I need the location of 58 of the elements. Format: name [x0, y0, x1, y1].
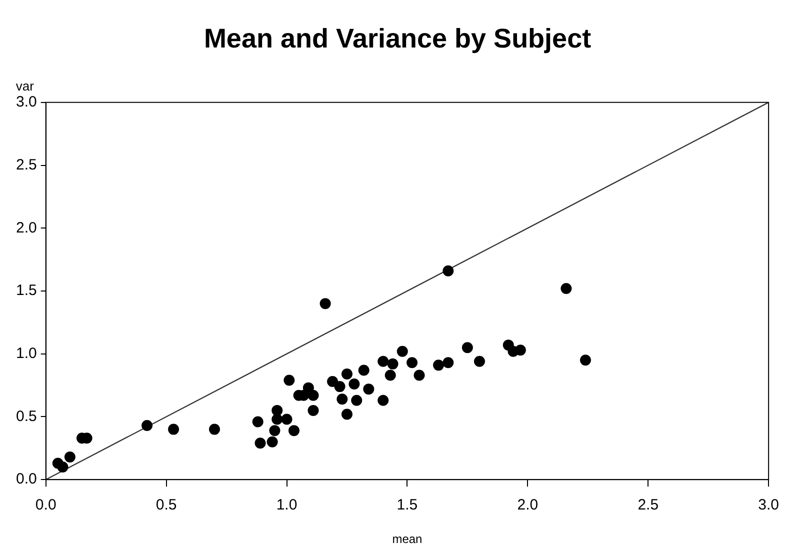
point — [327, 376, 338, 388]
y-tick-label: 3.0 — [16, 94, 37, 111]
x-tick-label: 1.0 — [276, 496, 298, 514]
y-axis-title: var — [16, 78, 35, 94]
point — [272, 404, 283, 416]
x-tick-label: 0.5 — [156, 496, 177, 514]
point — [208, 424, 220, 435]
point — [514, 344, 526, 356]
point — [254, 438, 266, 449]
point — [384, 370, 396, 381]
y-tick-label: 2.0 — [16, 219, 37, 236]
point — [320, 298, 331, 310]
point — [142, 420, 153, 432]
point — [64, 451, 76, 462]
point — [378, 356, 389, 367]
point — [358, 364, 370, 376]
y-tick-label: 0.5 — [16, 408, 37, 425]
x-tick-label: 1.5 — [396, 496, 418, 514]
y-tick-label: 0.0 — [16, 470, 37, 488]
point — [266, 436, 278, 448]
point — [378, 394, 389, 406]
point — [474, 356, 485, 367]
y-tick-label: 2.5 — [16, 156, 37, 174]
point — [462, 342, 473, 354]
point — [433, 360, 444, 371]
point — [281, 414, 292, 425]
point — [341, 368, 352, 380]
point — [252, 416, 264, 428]
point — [348, 378, 360, 390]
x-axis-title: mean — [392, 532, 422, 546]
point — [168, 424, 180, 435]
point — [580, 354, 591, 366]
point — [284, 374, 295, 386]
point — [269, 425, 280, 436]
y-tick-label: 1.0 — [16, 345, 37, 362]
x-tick-label: 3.0 — [758, 496, 780, 514]
point — [336, 394, 348, 405]
point — [308, 404, 319, 416]
point — [57, 462, 68, 473]
point — [396, 346, 408, 357]
point — [308, 390, 319, 401]
point — [302, 382, 314, 394]
point — [363, 384, 374, 395]
point — [560, 282, 572, 294]
point — [442, 265, 454, 276]
chart-title: Mean and Variance by Subject — [204, 24, 592, 54]
x-tick-label: 2.0 — [517, 496, 538, 514]
point — [334, 381, 346, 392]
point — [288, 425, 300, 436]
point — [387, 358, 398, 370]
point — [442, 357, 454, 368]
point — [414, 370, 425, 381]
point — [351, 394, 362, 406]
point — [406, 357, 418, 368]
y-tick-label: 1.5 — [16, 282, 37, 300]
x-tick-label: 2.5 — [638, 496, 659, 514]
point — [341, 408, 352, 420]
x-tick-label: 0.0 — [35, 496, 56, 514]
